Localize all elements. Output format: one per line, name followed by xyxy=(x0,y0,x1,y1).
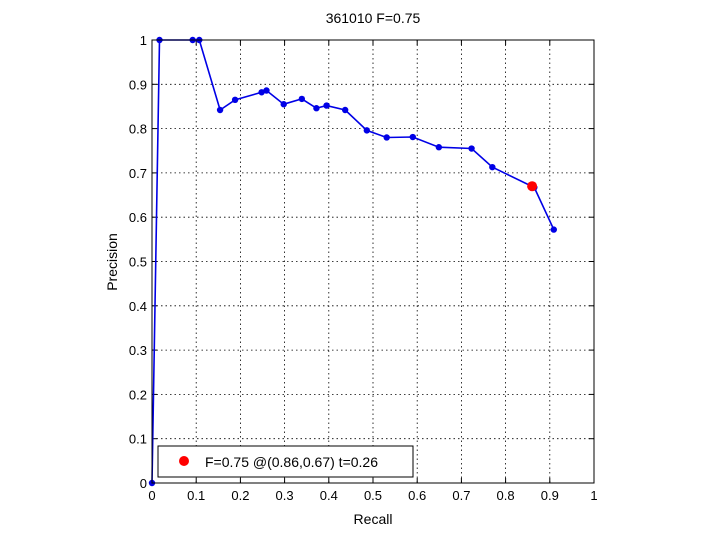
y-tick-label: 0.3 xyxy=(129,343,147,358)
best-f-marker xyxy=(527,181,538,192)
data-point xyxy=(341,106,349,114)
y-tick-label: 0.6 xyxy=(129,210,147,225)
x-tick-label: 1 xyxy=(590,488,597,503)
y-tick-label: 1 xyxy=(140,33,147,48)
y-tick-label: 0.7 xyxy=(129,166,147,181)
data-point xyxy=(489,163,496,171)
data-point xyxy=(313,105,320,112)
y-tick-label: 0.4 xyxy=(129,299,147,314)
legend: F=0.75 @(0.86,0.67) t=0.26 xyxy=(157,445,414,478)
x-tick-label: 0.2 xyxy=(231,488,249,503)
data-point xyxy=(298,95,306,103)
x-tick-label: 0.8 xyxy=(497,488,515,503)
y-tick-label: 0.5 xyxy=(129,255,147,270)
y-tick-labels: 0 0.1 0.2 0.3 0.4 0.5 0.6 0.7 0.8 0.9 1 xyxy=(129,33,147,491)
data-point xyxy=(280,101,287,108)
x-tick-label: 0.1 xyxy=(187,488,205,503)
x-tick-label: 0.3 xyxy=(276,488,294,503)
grid xyxy=(152,40,594,483)
data-point xyxy=(363,127,371,134)
x-tick-label: 0.6 xyxy=(408,488,426,503)
legend-label: F=0.75 @(0.86,0.67) t=0.26 xyxy=(205,454,378,470)
y-axis-label: Precision xyxy=(104,233,120,291)
data-point xyxy=(383,134,390,141)
legend-box xyxy=(157,445,414,478)
data-point xyxy=(409,133,416,141)
x-tick-labels: 0 0.1 0.2 0.3 0.4 0.5 0.6 0.7 0.8 0.9 1 xyxy=(148,488,597,503)
x-axis-label: Recall xyxy=(354,511,393,527)
legend-marker xyxy=(179,456,189,466)
x-tick-label: 0.7 xyxy=(452,488,470,503)
data-point xyxy=(216,106,224,114)
y-tick-label: 0.8 xyxy=(129,122,147,137)
data-point xyxy=(323,102,330,109)
plot-frame xyxy=(151,39,595,484)
x-tick-label: 0.5 xyxy=(364,488,382,503)
data-point xyxy=(263,87,270,94)
series-layer xyxy=(148,36,557,487)
data-point xyxy=(258,89,265,96)
y-tick-label: 0.2 xyxy=(129,387,147,402)
x-tick-label: 0.9 xyxy=(541,488,559,503)
y-tick-label: 0 xyxy=(140,476,147,491)
data-point xyxy=(231,96,239,104)
data-point xyxy=(550,226,557,233)
y-tick-label: 0.9 xyxy=(129,77,147,92)
x-tick-label: 0.4 xyxy=(320,488,338,503)
data-point xyxy=(468,145,475,152)
data-point xyxy=(435,144,443,151)
y-tick-label: 0.1 xyxy=(129,432,147,447)
chart-title: 361010 F=0.75 xyxy=(326,10,421,26)
x-tick-label: 0 xyxy=(148,488,155,503)
